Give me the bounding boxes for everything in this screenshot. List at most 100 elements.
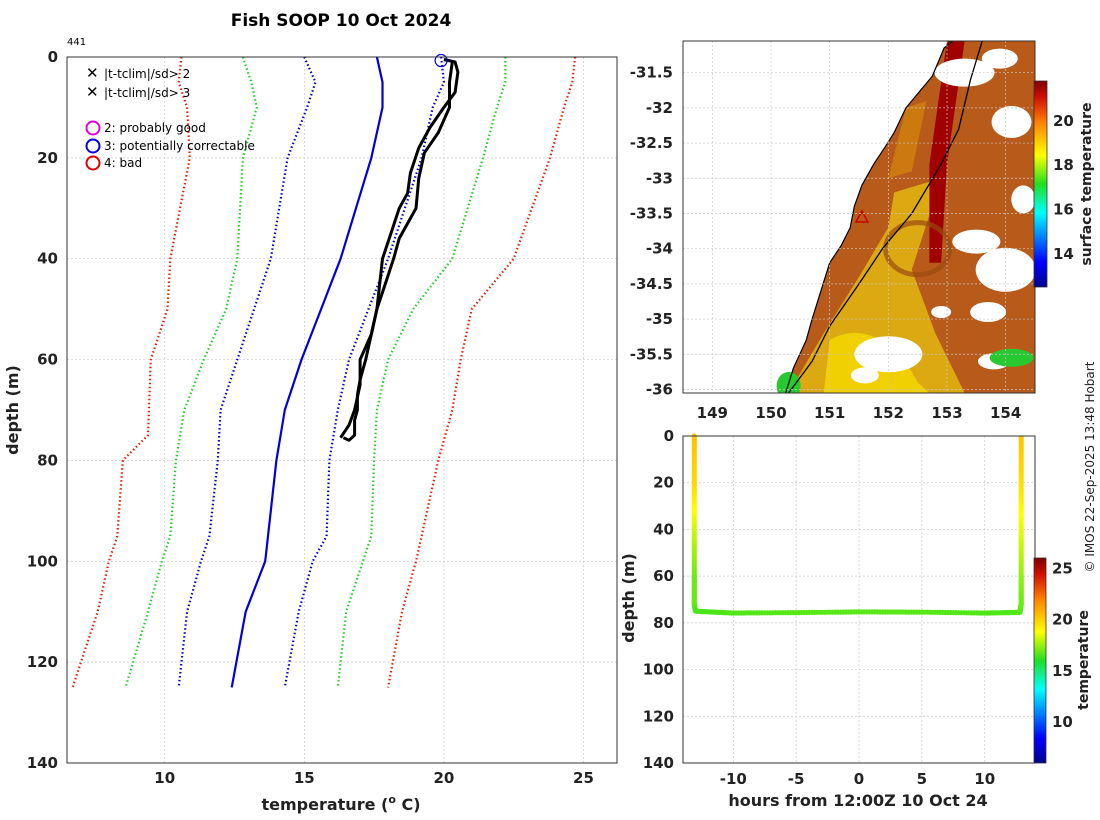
depth-axis-label: depth (m) <box>619 553 638 643</box>
depth-time-grid <box>683 436 1035 763</box>
time-axis-label: hours from 12:00Z 10 Oct 24 <box>728 791 987 810</box>
map-lat-label: -32.5 <box>630 134 673 152</box>
profile-id-label: 441 <box>67 37 86 48</box>
x-axis-label-main: temperature ( <box>261 795 388 814</box>
depth-tick-label: 80 <box>653 614 674 632</box>
x-tick-label: 25 <box>573 769 594 787</box>
sst-colorbar-tick: 18 <box>1053 156 1074 174</box>
depth-tick-label: 60 <box>653 567 674 585</box>
depth-tick-label: 0 <box>664 427 674 445</box>
cool-water-patch <box>989 348 1034 367</box>
sst-colorbar-tick: 20 <box>1053 112 1074 130</box>
x-axis-label-sup: o <box>388 793 396 806</box>
depth-tick-label: 120 <box>643 707 674 725</box>
legend-circle-correctable <box>85 138 101 154</box>
map-lat-label: -32 <box>646 99 673 117</box>
map-lon-label: 151 <box>814 404 845 422</box>
map-image <box>683 41 1035 393</box>
sst-colorbar <box>1033 80 1048 288</box>
cloud-gap <box>931 306 952 319</box>
series-clim-1sd <box>177 56 317 688</box>
legend-circle-good <box>85 120 101 136</box>
map-lat-label: -31.5 <box>630 64 673 82</box>
ship-track <box>788 41 983 393</box>
y-tick-label: 100 <box>27 552 58 570</box>
map-lat-label: -36 <box>646 380 673 398</box>
y-tick-label: 140 <box>27 754 58 772</box>
chart-title: Fish SOOP 10 Oct 2024 <box>231 11 452 31</box>
temperature-colorbar-label: temperature <box>1076 610 1092 710</box>
time-tick-label: -5 <box>788 770 805 788</box>
profile-grid <box>67 57 617 763</box>
map-lon-label: 154 <box>990 404 1021 422</box>
series-clim-1sd <box>283 56 445 688</box>
time-tick-label: 0 <box>854 770 864 788</box>
legend-x-marker-green: ✕ <box>86 64 99 82</box>
y-tick-label: 120 <box>27 653 58 671</box>
legend-qc-3: 3: potentially correctable <box>104 139 255 153</box>
series-clim-2sd <box>124 56 258 688</box>
series-clim-3sd <box>71 56 191 688</box>
legend-circle-bad <box>85 155 101 171</box>
sst-colorbar-ticks: 14 16 18 20 <box>1053 112 1074 263</box>
temperature-colorbar-tick: 10 <box>1052 713 1073 731</box>
cloud-gap <box>970 302 1007 323</box>
cool-water-patch-2 <box>776 371 801 393</box>
y-tick-label: 40 <box>37 250 58 268</box>
credit-text: © IMOS 22-Sep-2025 13:48 Hobart <box>1083 361 1097 572</box>
y-tick-label: 20 <box>37 149 58 167</box>
map-lat-label: -33.5 <box>630 204 673 222</box>
station-marker <box>854 209 870 223</box>
map-lon-label: 149 <box>697 404 728 422</box>
y-axis-label: depth (m) <box>3 365 22 455</box>
legend-flag-1: |t-tclim|/sd> 2 <box>104 67 190 81</box>
temperature-colorbar-tick: 15 <box>1052 662 1073 680</box>
x-tick-label: 20 <box>433 769 454 787</box>
sst-colorbar-tick: 16 <box>1053 200 1074 218</box>
series-profile-up <box>339 58 460 439</box>
temperature-profile-chart: Fish SOOP 10 Oct 2024 441 10 15 20 25 0 20 40 6… <box>3 11 618 814</box>
eddy-feature <box>883 220 953 278</box>
map-lon-label: 152 <box>873 404 904 422</box>
cloud-gap <box>952 229 1001 254</box>
temperature-colorbar-tick: 20 <box>1052 611 1073 629</box>
profile-legend: ✕ |t-tclim|/sd> 2 ✕ |t-tclim|/sd> 3 2: p… <box>85 64 255 171</box>
y-tick-label: 80 <box>37 451 58 469</box>
series-profile-down <box>342 61 454 442</box>
map-grid <box>683 41 1035 393</box>
depth-tick-label: 20 <box>653 474 674 492</box>
legend-qc-2: 2: probably good <box>104 121 206 135</box>
map-lon-label: 150 <box>755 404 786 422</box>
inshore-warm-strip <box>888 100 927 179</box>
map-lat-label: -33 <box>646 169 673 187</box>
series-clim-mean <box>230 56 384 688</box>
cloud-gap <box>1011 185 1035 214</box>
x-tick-label: 10 <box>154 769 175 787</box>
trace-point <box>1018 435 1024 441</box>
legend-flag-2: |t-tclim|/sd> 3 <box>104 86 190 100</box>
cloud-gap <box>850 367 879 384</box>
depth-tick-label: 100 <box>643 661 674 679</box>
qc-marker-circle <box>434 53 448 68</box>
temperature-colorbar <box>1033 557 1047 764</box>
series-clim-3sd <box>387 56 577 688</box>
time-tick-label: -10 <box>720 770 747 788</box>
x-tick-label: 15 <box>294 769 315 787</box>
sst-colorbar-tick: 14 <box>1053 245 1074 263</box>
y-tick-label: 0 <box>48 48 58 66</box>
map-lat-label: -35 <box>646 310 673 328</box>
sst-map: 149 150 151 152 153 154 -31.5 -32 -32.5 -33 -33.5 -… <box>630 40 1095 422</box>
time-tick-label: 10 <box>974 770 995 788</box>
sst-colorbar-label: surface temperature <box>1079 102 1095 265</box>
x-axis-label-end: C) <box>396 795 421 814</box>
cloud-gap <box>981 48 1018 69</box>
temperature-colorbar-tick: 25 <box>1052 559 1073 577</box>
temperature-colorbar-ticks: 10 15 20 25 <box>1052 559 1073 731</box>
map-ticks: 149 150 151 152 153 154 -31.5 -32 -32.5 -33 -33.5 -… <box>630 64 1022 422</box>
depth-tick-label: 140 <box>643 754 674 772</box>
profile-series <box>71 53 577 688</box>
map-lon-label: 153 <box>931 404 962 422</box>
depth-tick-label: 40 <box>653 520 674 538</box>
